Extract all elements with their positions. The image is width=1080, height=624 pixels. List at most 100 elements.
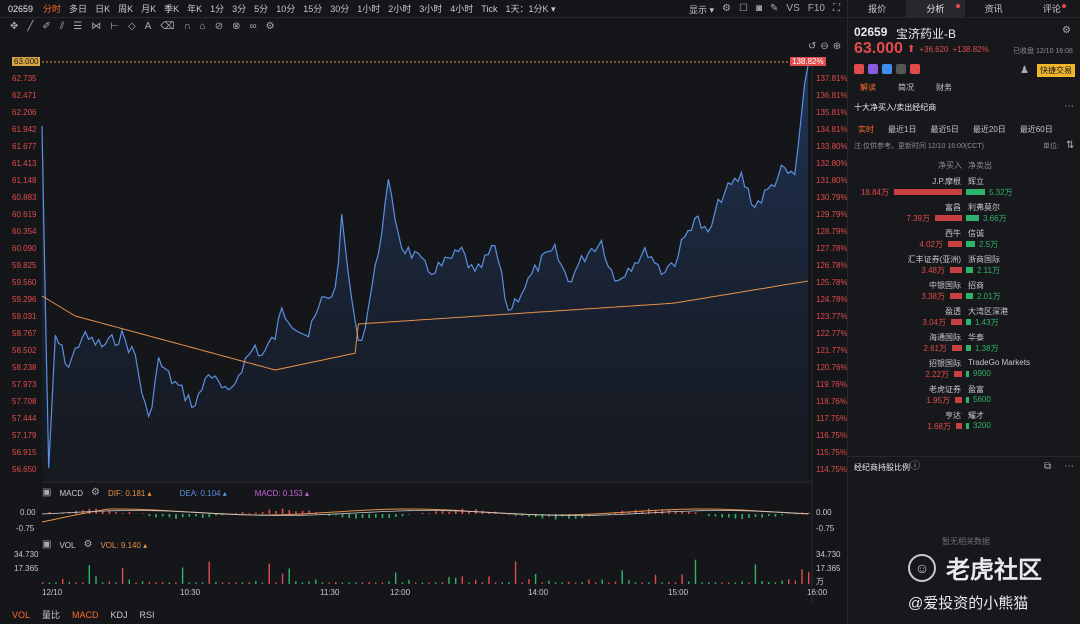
macd-bar — [728, 514, 730, 518]
tab-timeframe[interactable]: Tick — [481, 3, 498, 14]
delete-icon[interactable]: ⊗ — [232, 21, 241, 32]
hk-connect-icon[interactable] — [854, 64, 864, 74]
broker-row[interactable]: 汇丰证券(亚洲) 浙商国际 3.48万 2.11万 — [848, 254, 1080, 280]
checkbox-icon[interactable]: ☐ — [739, 3, 748, 14]
tab-timeframe[interactable]: 多日 — [69, 3, 88, 14]
quick-trade-button[interactable]: 快捷交易 — [1037, 64, 1075, 77]
macd-bar — [368, 514, 370, 519]
fullscreen-icon[interactable]: ⛶ — [833, 3, 840, 14]
macd-bar — [568, 514, 570, 519]
options-icon[interactable] — [868, 64, 878, 74]
tab-timeframe[interactable]: 日K — [95, 3, 111, 14]
broker-row[interactable]: 招银国际 TradeGo Markets 2.22万 9900 — [848, 358, 1080, 384]
magnet-icon[interactable]: ∩ — [183, 21, 191, 32]
chat-icon[interactable] — [882, 64, 892, 74]
collapse-icon[interactable]: ▣ — [42, 539, 52, 550]
tab-timeframe[interactable]: 2小时 — [388, 3, 412, 14]
tab-volume-ratio[interactable]: 量比 — [42, 610, 61, 620]
tab-timeframe[interactable]: 季K — [164, 3, 180, 14]
subtab-overview[interactable]: 简况 — [898, 83, 914, 92]
tab-timeframe[interactable]: 年K — [187, 3, 203, 14]
buy-value: 2.22万 — [925, 370, 949, 379]
measure-tool-icon[interactable]: ⊢ — [110, 21, 119, 32]
broker-row[interactable]: 盈透 大湾区深港 3.04万 1.43万 — [848, 306, 1080, 332]
broker-row[interactable]: 亨达 耀才 1.68万 3200 — [848, 410, 1080, 436]
tab-analysis[interactable]: 分析 — [906, 0, 965, 18]
alert-icon[interactable]: ♟ — [1020, 65, 1029, 76]
edit-icon[interactable]: ✎ — [770, 3, 779, 14]
tab-macd[interactable]: MACD — [72, 610, 99, 620]
period-1d[interactable]: 最近1日 — [888, 125, 917, 134]
tab-comments[interactable]: 评论 — [1042, 3, 1061, 14]
period-realtime[interactable]: 实时 — [858, 125, 874, 134]
eraser-icon[interactable]: ⌫ — [160, 21, 175, 32]
tab-timeframe[interactable]: 30分 — [330, 3, 350, 14]
line-tool-icon[interactable]: ╱ — [27, 21, 34, 32]
price-chart[interactable]: 62.735 62.471 62.206 61.942 61.677 61.413 61.1… — [0, 36, 848, 606]
broker-row[interactable]: 富昌 利弗莫尔 7.39万 3.66万 — [848, 202, 1080, 228]
broker-row[interactable]: 西牛 信诚 4.02万 2.5万 — [848, 228, 1080, 254]
unit-select-icon[interactable]: ⇅ — [1066, 140, 1075, 151]
tab-rsi[interactable]: RSI — [139, 610, 155, 620]
indicator-settings-icon[interactable]: ⚙ — [91, 487, 100, 498]
toolbar-settings-icon[interactable]: ⚙ — [265, 21, 275, 32]
lock-icon[interactable]: ⌂ — [199, 21, 206, 32]
pct-tick: 115.75% — [816, 448, 847, 457]
period-20d[interactable]: 最近20日 — [972, 125, 1006, 134]
tab-timeframe[interactable]: 3小时 — [419, 3, 443, 14]
f10-button[interactable]: F10 — [807, 3, 825, 14]
macd-bar — [628, 512, 630, 514]
shape-tool-icon[interactable]: ◇ — [127, 21, 136, 32]
display-menu[interactable]: 显示 ▾ — [689, 4, 715, 15]
price-tick: 60.354 — [12, 227, 37, 236]
tab-timeframe[interactable]: 1小时 — [357, 3, 381, 14]
tab-timeframe[interactable]: 15分 — [303, 3, 323, 14]
symbol-code: 02659 — [8, 3, 34, 14]
settings-icon[interactable]: ⚙ — [1062, 25, 1071, 36]
tab-timeframe[interactable]: 3分 — [232, 3, 247, 14]
pen-tool-icon[interactable]: ✐ — [42, 21, 51, 32]
text-tool-icon[interactable]: A — [144, 21, 152, 32]
tab-news[interactable]: 资讯 — [984, 3, 1003, 14]
broker-row[interactable]: 海通国际 华泰 2.61万 1.38万 — [848, 332, 1080, 358]
vs-button[interactable]: VS — [786, 3, 800, 14]
broker-row[interactable]: 老虎证券 盈富 1.95万 5600 — [848, 384, 1080, 410]
period-60d[interactable]: 最近60日 — [1019, 125, 1053, 134]
more-icon[interactable]: ⋯ — [1064, 101, 1074, 112]
collapse-icon[interactable]: ▣ — [42, 487, 52, 498]
tab-kdj[interactable]: KDJ — [110, 610, 128, 620]
tab-quote[interactable]: 报价 — [868, 3, 887, 14]
news-icon[interactable] — [896, 64, 906, 74]
crosshair-icon[interactable]: ✥ — [10, 21, 19, 32]
tab-timeframe[interactable]: 周K — [118, 3, 134, 14]
tab-timeframe[interactable]: 1分 — [210, 3, 225, 14]
settings-icon[interactable]: ⚙ — [722, 3, 732, 14]
zoom-out-icon[interactable]: ⊖ — [820, 41, 829, 52]
channel-tool-icon[interactable]: ⫽ — [59, 21, 65, 32]
favorite-icon[interactable] — [910, 64, 920, 74]
broker-row[interactable]: J.P.摩根 辉立 18.84万 5.32万 — [848, 176, 1080, 202]
sell-broker-name: 华泰 — [968, 333, 984, 342]
tab-timeframe[interactable]: 10分 — [276, 3, 296, 14]
reset-icon[interactable]: ↺ — [808, 41, 817, 52]
fib-tool-icon[interactable]: ☰ — [73, 21, 83, 32]
share-icon[interactable]: ⧉ — [1044, 461, 1052, 472]
tab-timeframe[interactable]: 月K — [141, 3, 157, 14]
period-5d[interactable]: 最近5日 — [930, 125, 959, 134]
indicator-settings-icon[interactable]: ⚙ — [83, 539, 93, 550]
zoom-in-icon[interactable]: ⊕ — [832, 41, 842, 52]
period-select[interactable]: 1天：1分K ▾ — [505, 3, 556, 14]
subtab-interpret[interactable]: 解读 — [860, 83, 876, 92]
info-icon[interactable]: ⓘ — [910, 461, 920, 472]
tab-timeframe[interactable]: 4小时 — [450, 3, 474, 14]
tab-vol[interactable]: VOL — [12, 610, 31, 620]
tab-timeframe[interactable]: 分时 — [43, 3, 62, 14]
subtab-finance[interactable]: 财务 — [936, 83, 952, 92]
broker-row[interactable]: 中银国际 招商 3.38万 2.01万 — [848, 280, 1080, 306]
hide-icon[interactable]: ⊘ — [214, 21, 224, 32]
tab-timeframe[interactable]: 5分 — [254, 3, 269, 14]
link-icon[interactable]: ∞ — [249, 21, 257, 32]
camera-icon[interactable]: ◙ — [755, 3, 763, 14]
more-icon[interactable]: ⋯ — [1064, 461, 1074, 472]
pattern-tool-icon[interactable]: ⋈ — [91, 21, 102, 32]
